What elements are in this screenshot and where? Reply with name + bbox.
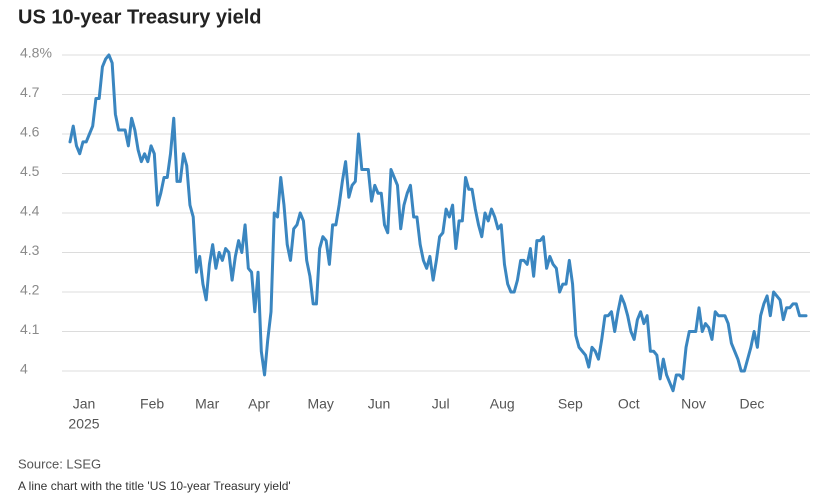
y-tick-label: 4.5 — [20, 163, 40, 179]
y-tick-label: 4.1 — [20, 321, 40, 337]
x-tick-label: May — [307, 396, 333, 412]
y-tick-label: 4.8% — [20, 45, 52, 61]
y-tick-label: 4.7 — [20, 84, 40, 100]
x-tick-label: Dec — [739, 396, 764, 412]
line-series — [68, 53, 808, 393]
caption: A line chart with the title 'US 10-year … — [18, 479, 291, 493]
x-tick-label: Sep — [558, 396, 583, 412]
y-tick-label: 4.4 — [20, 203, 40, 219]
y-tick-label: 4.3 — [20, 242, 40, 258]
y-tick-label: 4.2 — [20, 282, 40, 298]
x-tick-label: Jun — [368, 396, 391, 412]
x-tick-label: Jul — [432, 396, 450, 412]
x-tick-label: Oct — [618, 396, 640, 412]
y-tick-label: 4 — [20, 361, 28, 377]
x-tick-label: Nov — [681, 396, 706, 412]
x-tick-label: Mar — [195, 396, 219, 412]
x-tick-label: Aug — [490, 396, 515, 412]
y-tick-label: 4.6 — [20, 124, 40, 140]
chart-title: US 10-year Treasury yield — [18, 6, 261, 28]
x-tick-label: Jan — [73, 396, 96, 412]
x-tick-year: 2025 — [68, 416, 99, 432]
x-tick-label: Apr — [248, 396, 270, 412]
source: Source: LSEG — [18, 456, 101, 471]
x-tick-label: Feb — [140, 396, 164, 412]
